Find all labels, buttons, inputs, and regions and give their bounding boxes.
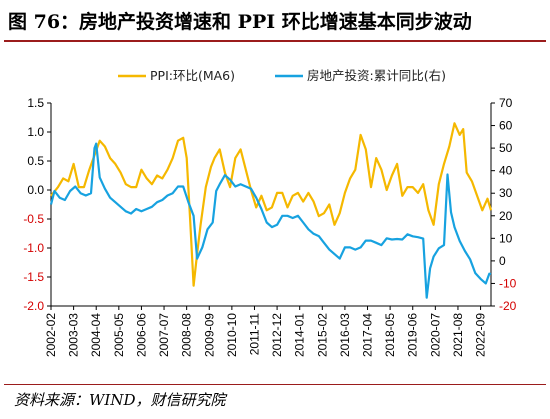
left-tick-label: 1.0 (27, 125, 44, 139)
right-tick-label: 70 (499, 96, 513, 110)
left-tick-label: 0.5 (27, 154, 44, 168)
x-tick-label: 2017-04 (361, 313, 375, 357)
right-tick-label: 10 (499, 231, 513, 245)
left-tick-label: -1.5 (23, 270, 44, 284)
x-tick-label: 2012-12 (270, 313, 284, 357)
right-tick-label: 50 (499, 141, 513, 155)
page-title: 图 76：房地产投资增速和 PPI 环比增速基本同步波动 (8, 11, 472, 33)
right-tick-label: 30 (499, 186, 513, 200)
x-tick-label: 2011-11 (247, 313, 261, 356)
left-tick-label: 0.0 (27, 183, 44, 197)
x-tick-label: 2018-05 (383, 313, 397, 357)
right-tick-label: 40 (499, 164, 513, 178)
x-tick-label: 2010-10 (225, 313, 239, 357)
right-tick-label: -20 (499, 299, 517, 313)
source-note: 资料来源：WIND，财信研究院 (14, 391, 226, 409)
right-tick-label: 60 (499, 119, 513, 133)
right-tick-label: 20 (499, 209, 513, 223)
x-tick-label: 2005-05 (112, 313, 126, 357)
right-tick-label: -10 (499, 276, 517, 290)
legend-label-ppi: PPI:环比(MA6) (150, 68, 235, 83)
left-tick-label: -2.0 (23, 299, 44, 313)
x-tick-label: 2016-03 (338, 313, 352, 357)
x-tick-label: 2021-08 (451, 313, 465, 357)
real-estate-investment-series-line (49, 142, 492, 299)
x-tick-label: 2004-04 (89, 313, 103, 357)
x-tick-label: 2009-09 (202, 313, 216, 357)
title-divider (4, 40, 546, 42)
left-tick-label: -0.5 (23, 212, 44, 226)
ppi-series-line (50, 122, 493, 287)
x-tick-label: 2020-07 (428, 313, 442, 357)
x-tick-label: 2019-06 (406, 313, 420, 357)
x-tick-label: 2008-08 (180, 313, 194, 357)
x-tick-label: 2002-02 (44, 313, 58, 357)
right-tick-label: 0 (499, 254, 506, 268)
x-tick-label: 2014-01 (293, 313, 307, 357)
left-tick-label: 1.5 (27, 96, 44, 110)
x-tick-label: 2015-02 (315, 313, 329, 357)
left-tick-label: -1.0 (23, 241, 44, 255)
x-tick-label: 2022-09 (474, 313, 488, 357)
x-tick-label: 2003-03 (67, 313, 81, 357)
legend-label-investment: 房地产投资:累计同比(右) (307, 68, 446, 83)
source-divider (4, 384, 546, 385)
x-tick-label: 2006-06 (134, 313, 148, 357)
x-tick-label: 2007-07 (157, 313, 171, 357)
